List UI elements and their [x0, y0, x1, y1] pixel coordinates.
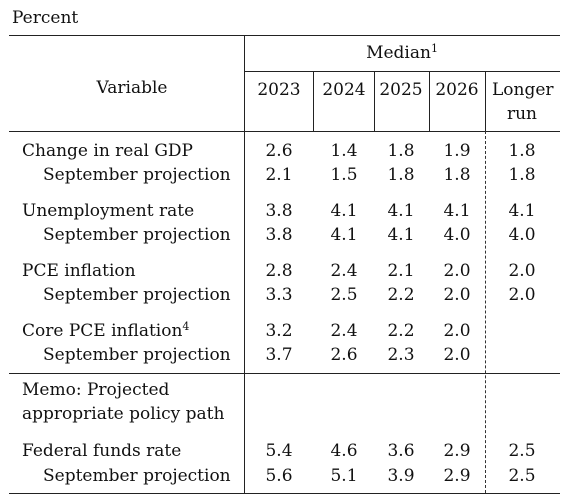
value-cell: 3.9: [387, 466, 415, 486]
value-cell: 4.6: [330, 441, 358, 461]
value-cell: 3.7: [265, 345, 293, 365]
value-cell: 5.1: [330, 466, 358, 486]
median-header: Median1: [244, 43, 560, 63]
memo-label: Memo: Projected: [22, 380, 170, 400]
value-cell: 3.3: [265, 285, 293, 305]
variable-label: PCE inflation: [22, 261, 136, 281]
row-label-text: Core PCE inflation: [22, 321, 183, 341]
year-divider: [429, 72, 430, 131]
value-cell: 2.5: [330, 285, 358, 305]
value-cell: 3.8: [265, 225, 293, 245]
value-cell: 2.6: [330, 345, 358, 365]
value-cell: 1.8: [387, 165, 415, 185]
value-cell: 2.2: [387, 285, 415, 305]
variable-column-divider: [244, 35, 245, 493]
year-header: 2025: [379, 80, 423, 100]
value-cell: 1.8: [508, 165, 536, 185]
value-cell: 2.5: [508, 441, 536, 461]
value-cell: 1.8: [387, 141, 415, 161]
year-header: 2024: [322, 80, 366, 100]
row-label-text: September projection: [43, 165, 231, 185]
median-rule: [244, 71, 560, 72]
variable-header: Variable: [96, 78, 168, 98]
variable-label: Federal funds rate: [22, 441, 181, 461]
value-cell: 3.2: [265, 321, 293, 341]
value-cell: 5.6: [265, 466, 293, 486]
value-cell: 2.0: [508, 285, 536, 305]
header-rule: [9, 131, 560, 132]
value-cell: 3.6: [387, 441, 415, 461]
variable-label: Core PCE inflation4: [22, 321, 189, 341]
value-cell: 4.1: [330, 225, 358, 245]
value-cell: 2.0: [508, 261, 536, 281]
september-projection-label: September projection: [43, 165, 231, 185]
top-rule: [9, 35, 560, 36]
year-header: 2026: [435, 80, 479, 100]
value-cell: 2.6: [265, 141, 293, 161]
value-cell: 4.1: [508, 201, 536, 221]
memo-label: appropriate policy path: [22, 404, 225, 424]
row-label-text: September projection: [43, 225, 231, 245]
value-cell: 2.1: [265, 165, 293, 185]
row-label-text: September projection: [43, 345, 231, 365]
value-cell: 3.8: [265, 201, 293, 221]
row-label-text: Change in real GDP: [22, 141, 193, 161]
year-header: 2023: [257, 80, 301, 100]
september-projection-label: September projection: [43, 345, 231, 365]
value-cell: 1.5: [330, 165, 358, 185]
longer-run-divider: [485, 72, 486, 131]
row-label-text: Federal funds rate: [22, 441, 182, 461]
row-label-text: September projection: [43, 285, 231, 305]
value-cell: 2.0: [443, 345, 471, 365]
row-label-text: September projection: [43, 466, 231, 486]
variable-label: Unemployment rate: [22, 201, 194, 221]
value-cell: 2.9: [443, 466, 471, 486]
value-cell: 4.0: [443, 225, 471, 245]
value-cell: 2.0: [443, 285, 471, 305]
value-cell: 4.1: [443, 201, 471, 221]
value-cell: 2.8: [265, 261, 293, 281]
row-label-text: PCE inflation: [22, 261, 136, 281]
footnote-marker: 4: [182, 320, 190, 333]
value-cell: 4.1: [330, 201, 358, 221]
longer-run-header: Longer: [492, 80, 554, 100]
value-cell: 2.4: [330, 321, 358, 341]
september-projection-label: September projection: [43, 225, 231, 245]
value-cell: 1.8: [443, 165, 471, 185]
value-cell: 4.1: [387, 225, 415, 245]
median-label: Median: [366, 43, 431, 63]
value-cell: 2.4: [330, 261, 358, 281]
variable-label: Change in real GDP: [22, 141, 193, 161]
value-cell: 2.1: [387, 261, 415, 281]
value-cell: 2.2: [387, 321, 415, 341]
memo-rule: [9, 373, 560, 374]
longer-run-dashed-divider: [485, 131, 486, 493]
value-cell: 2.3: [387, 345, 415, 365]
value-cell: 5.4: [265, 441, 293, 461]
longer-run-header: run: [506, 104, 538, 124]
value-cell: 1.4: [330, 141, 358, 161]
value-cell: 4.1: [387, 201, 415, 221]
value-cell: 4.0: [508, 225, 536, 245]
unit-label: Percent: [12, 8, 79, 28]
value-cell: 2.0: [443, 261, 471, 281]
value-cell: 2.0: [443, 321, 471, 341]
footnote-marker: 1: [430, 42, 438, 55]
bottom-rule: [9, 493, 560, 494]
september-projection-label: September projection: [43, 285, 231, 305]
row-label-text: Unemployment rate: [22, 201, 195, 221]
year-divider: [374, 72, 375, 131]
value-cell: 1.9: [443, 141, 471, 161]
value-cell: 1.8: [508, 141, 536, 161]
year-divider: [313, 72, 314, 131]
value-cell: 2.9: [443, 441, 471, 461]
value-cell: 2.5: [508, 466, 536, 486]
september-projection-label: September projection: [43, 466, 231, 486]
